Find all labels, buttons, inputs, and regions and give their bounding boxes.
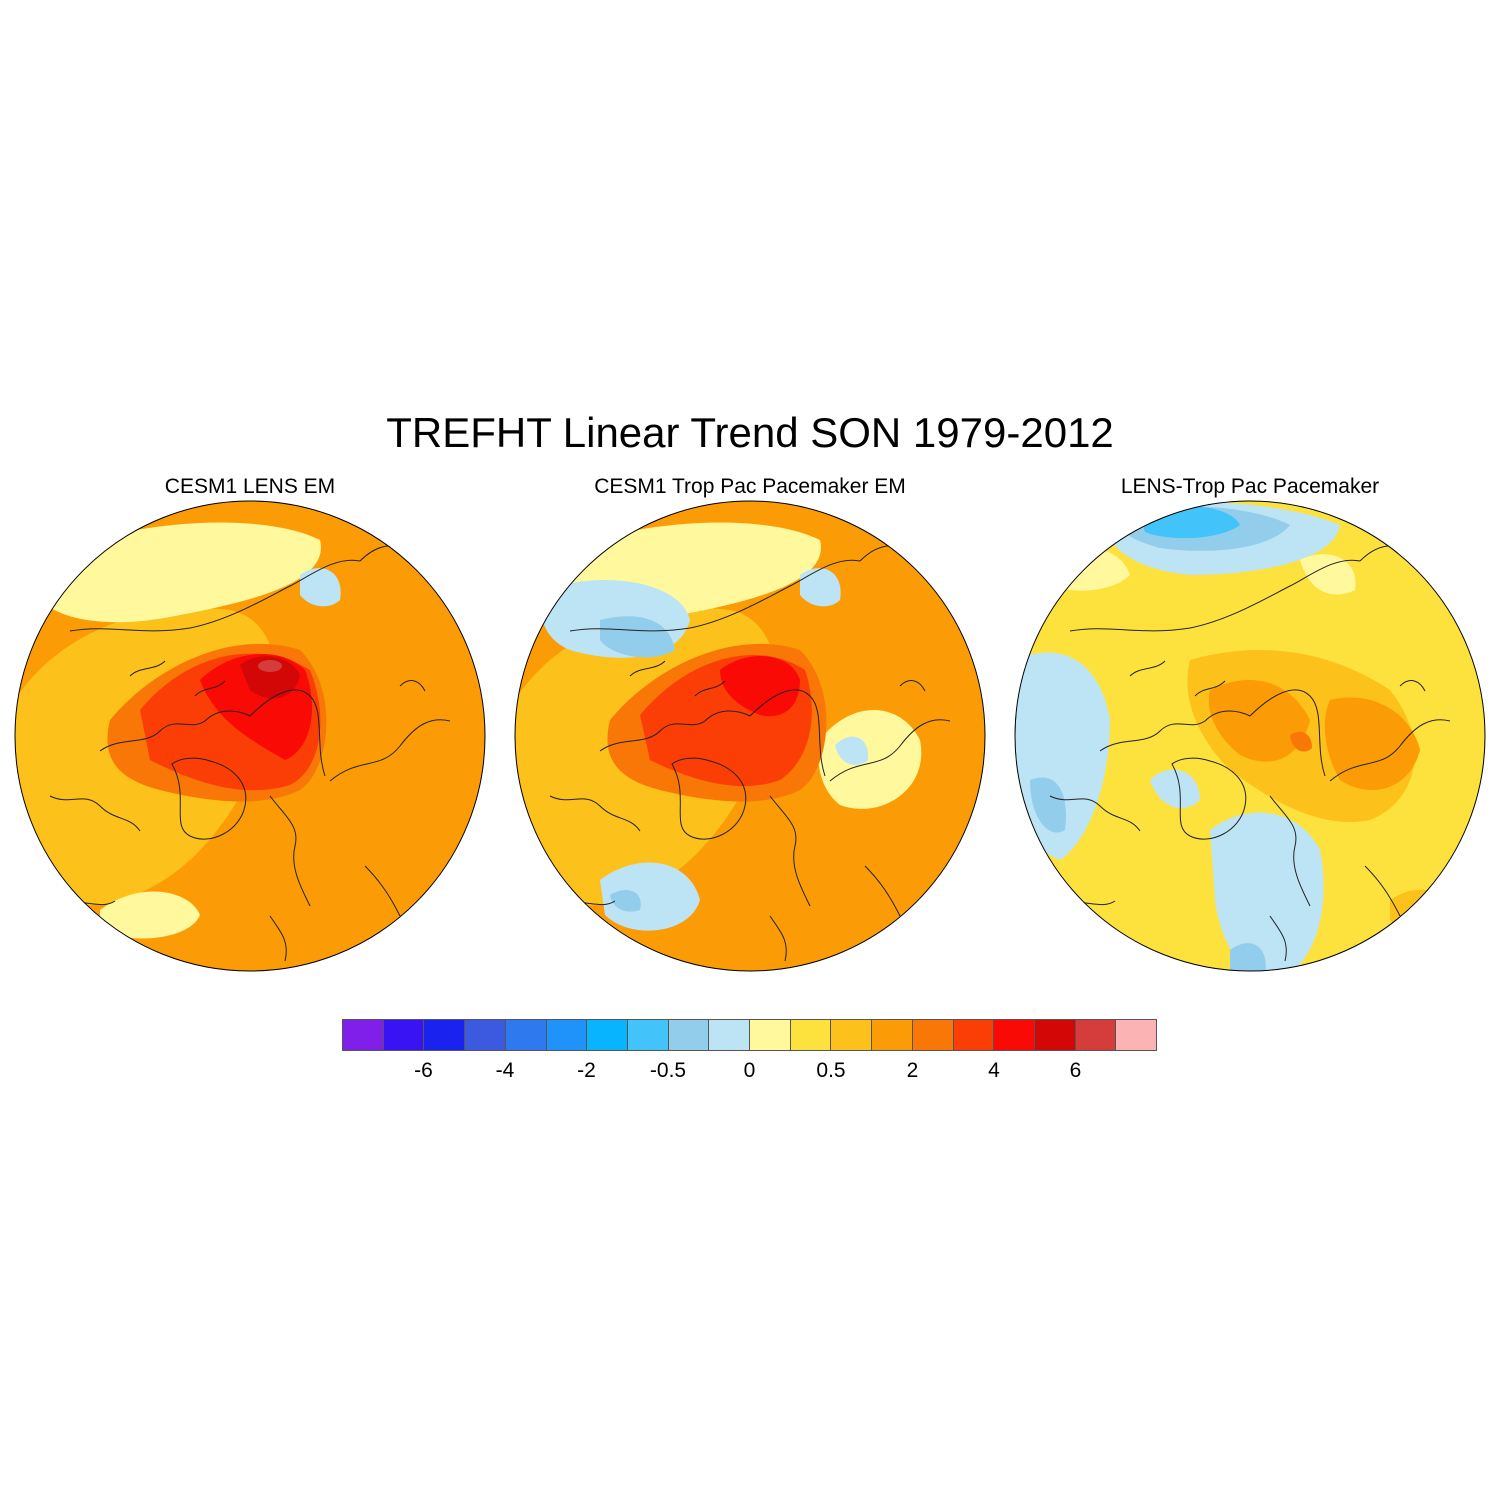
map-panel-difference	[1015, 501, 1485, 971]
colorbar-box	[1116, 1020, 1157, 1050]
colorbar-box	[383, 1020, 425, 1050]
map-panel-lens-em	[15, 501, 485, 971]
colorbar-box	[505, 1020, 547, 1050]
panel-title-pacemaker-em: CESM1 Trop Pac Pacemaker EM	[594, 475, 906, 498]
colorbar-box	[627, 1020, 669, 1050]
colorbar-box	[750, 1020, 791, 1050]
colorbar-label: 2	[906, 1059, 919, 1082]
map-panel-pacemaker-em	[515, 501, 985, 971]
colorbar-label: 4	[988, 1059, 1000, 1082]
colorbar-box	[668, 1020, 710, 1050]
colorbar-box	[424, 1020, 466, 1050]
colorbar-box	[546, 1020, 588, 1050]
colorbar-box	[709, 1020, 751, 1050]
colorbar-box	[1034, 1020, 1076, 1050]
colorbar-box	[912, 1020, 954, 1050]
colorbar-labels: -6 -4 -2 -0.5 0 0.5 2 4 6	[342, 1058, 1157, 1084]
colorbar-label: 6	[1069, 1059, 1082, 1082]
colorbar-box	[872, 1020, 913, 1050]
colorbar-label: 0.5	[816, 1059, 846, 1082]
colorbar-box	[465, 1020, 506, 1050]
colorbar-box	[831, 1020, 873, 1050]
panel-title-difference: LENS-Trop Pac Pacemaker	[1120, 475, 1380, 498]
colorbar-label: -0.5	[649, 1059, 687, 1082]
colorbar-label: -6	[414, 1059, 433, 1082]
figure-title: TREFHT Linear Trend SON 1979-2012	[386, 409, 1114, 456]
colorbar-label: -2	[577, 1059, 596, 1082]
colorbar-box	[1075, 1020, 1117, 1050]
colorbar-label: -4	[495, 1059, 515, 1082]
colorbar-box	[587, 1020, 628, 1050]
colorbar-box	[994, 1020, 1035, 1050]
colorbar-box	[790, 1020, 832, 1050]
colorbar-box	[343, 1020, 384, 1050]
colorbar-box	[953, 1020, 995, 1050]
colorbar-label: 0	[743, 1059, 756, 1082]
colorbar	[342, 1019, 1157, 1051]
panel-title-lens-em: CESM1 LENS EM	[164, 475, 336, 498]
